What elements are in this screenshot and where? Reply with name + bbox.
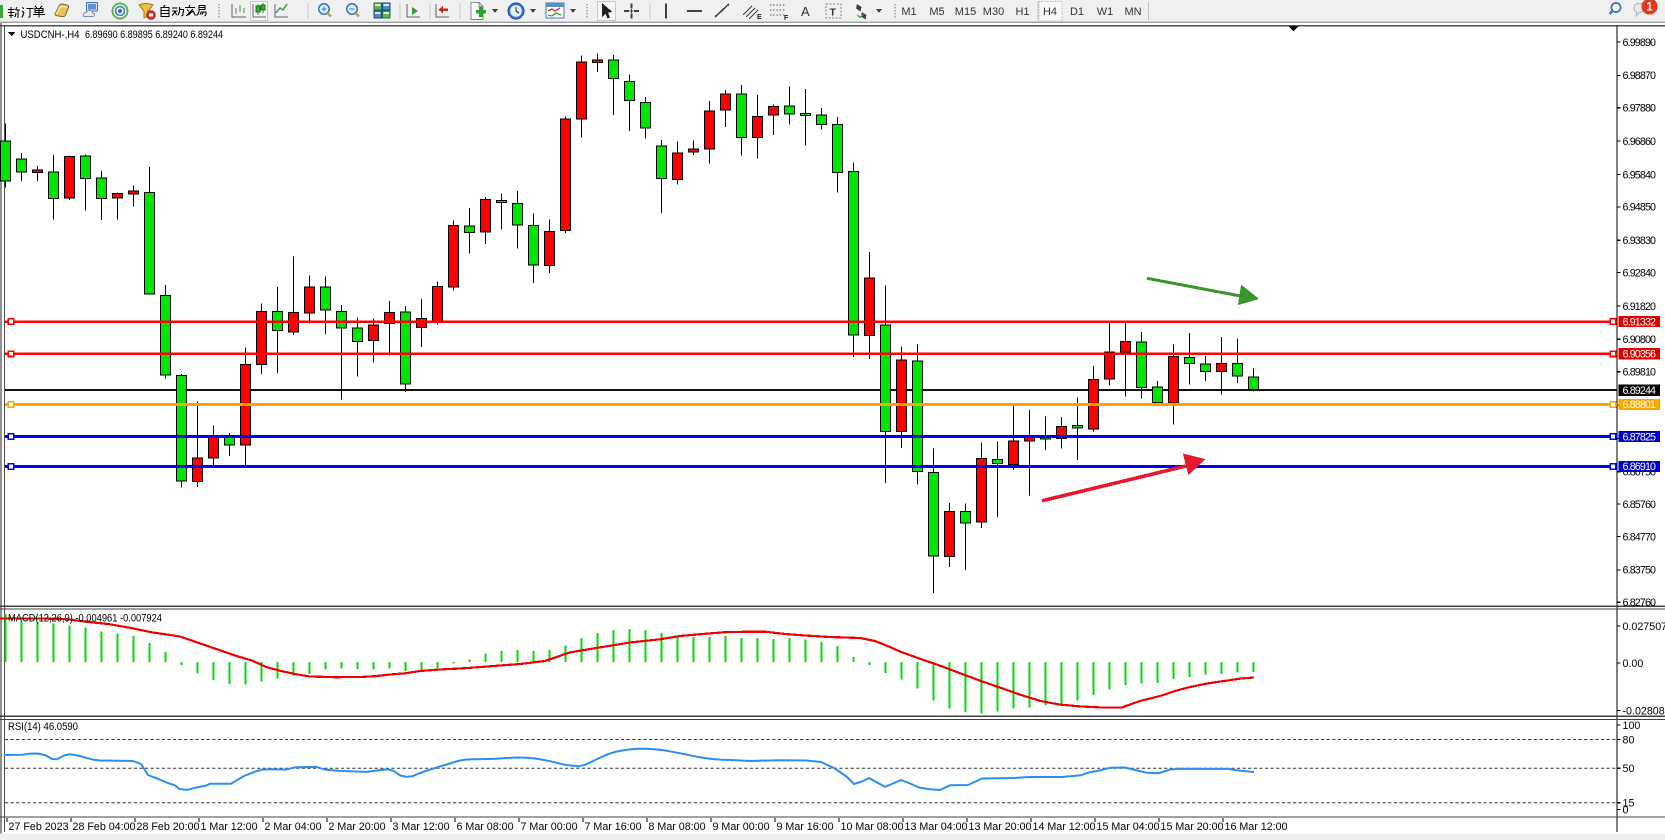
svg-text:F: F (784, 15, 789, 22)
svg-text:28 Feb 04:00: 28 Feb 04:00 (73, 821, 136, 833)
svg-text:6.92840: 6.92840 (1623, 267, 1657, 279)
svg-text:6.91820: 6.91820 (1623, 301, 1657, 313)
svg-text:6.98870: 6.98870 (1623, 70, 1657, 82)
svg-text:M5: M5 (929, 6, 944, 18)
svg-text:6.96860: 6.96860 (1623, 136, 1657, 148)
svg-text:6.89244: 6.89244 (1623, 385, 1657, 397)
svg-text:M30: M30 (983, 6, 1004, 18)
svg-text:50: 50 (1623, 763, 1635, 775)
svg-text:9 Mar 00:00: 9 Mar 00:00 (713, 821, 770, 833)
svg-text:6.93830: 6.93830 (1623, 235, 1657, 247)
svg-text:6.85760: 6.85760 (1623, 499, 1657, 511)
svg-text:E: E (757, 14, 762, 21)
svg-text:15 Mar 04:00: 15 Mar 04:00 (1097, 821, 1160, 833)
svg-text:6.90800: 6.90800 (1623, 334, 1657, 346)
svg-text:1: 1 (1646, 2, 1653, 14)
svg-text:6.89810: 6.89810 (1623, 367, 1657, 379)
svg-text:6.83750: 6.83750 (1623, 565, 1657, 577)
svg-text:6.95840: 6.95840 (1623, 169, 1657, 181)
svg-text:0: 0 (1623, 804, 1629, 816)
svg-text:7 Mar 00:00: 7 Mar 00:00 (521, 821, 578, 833)
svg-text:6.99890: 6.99890 (1623, 37, 1657, 49)
svg-text:80: 80 (1623, 734, 1635, 746)
svg-text:13 Mar 04:00: 13 Mar 04:00 (905, 821, 968, 833)
svg-text:6.88801: 6.88801 (1623, 399, 1657, 411)
svg-text:28 Feb 20:00: 28 Feb 20:00 (137, 821, 200, 833)
svg-text:MACD(12,26,9) -0.004961 -0.007: MACD(12,26,9) -0.004961 -0.007924 (8, 613, 162, 625)
svg-text:15 Mar 20:00: 15 Mar 20:00 (1161, 821, 1224, 833)
svg-text:6.90356: 6.90356 (1623, 349, 1657, 361)
svg-text:H4: H4 (1043, 6, 1057, 18)
svg-text:9 Mar 16:00: 9 Mar 16:00 (777, 821, 834, 833)
svg-text:RSI(14) 46.0590: RSI(14) 46.0590 (8, 721, 78, 733)
svg-text:H1: H1 (1015, 6, 1029, 18)
svg-text:A: A (801, 4, 810, 19)
svg-text:6.84770: 6.84770 (1623, 531, 1657, 543)
svg-text:6.89690 6.89895 6.89240 6.8924: 6.89690 6.89895 6.89240 6.89244 (85, 29, 223, 41)
svg-text:2 Mar 20:00: 2 Mar 20:00 (329, 821, 386, 833)
svg-text:M15: M15 (955, 6, 976, 18)
svg-text:1 Mar 12:00: 1 Mar 12:00 (201, 821, 258, 833)
svg-text:16 Mar 12:00: 16 Mar 12:00 (1225, 821, 1288, 833)
svg-text:6.91332: 6.91332 (1623, 316, 1657, 328)
svg-text:14 Mar 12:00: 14 Mar 12:00 (1033, 821, 1096, 833)
svg-text:6.94850: 6.94850 (1623, 202, 1657, 214)
svg-text:6.97880: 6.97880 (1623, 103, 1657, 115)
svg-text:3 Mar 12:00: 3 Mar 12:00 (393, 821, 450, 833)
svg-text:W1: W1 (1097, 6, 1114, 18)
svg-text:6 Mar 08:00: 6 Mar 08:00 (457, 821, 514, 833)
svg-text:2 Mar 04:00: 2 Mar 04:00 (265, 821, 322, 833)
svg-text:D1: D1 (1070, 6, 1084, 18)
svg-text:15: 15 (1623, 798, 1635, 810)
svg-text:6.86910: 6.86910 (1623, 461, 1657, 473)
svg-text:0.00: 0.00 (1623, 658, 1644, 670)
svg-text:10 Mar 08:00: 10 Mar 08:00 (841, 821, 904, 833)
svg-text:7 Mar 16:00: 7 Mar 16:00 (585, 821, 642, 833)
svg-text:-0.028083: -0.028083 (1623, 705, 1665, 717)
svg-text:6.87825: 6.87825 (1623, 431, 1657, 443)
svg-text:27 Feb 2023: 27 Feb 2023 (9, 821, 69, 833)
svg-text:100: 100 (1623, 720, 1641, 732)
svg-text:13 Mar 20:00: 13 Mar 20:00 (969, 821, 1032, 833)
svg-text:0.027507: 0.027507 (1623, 621, 1665, 633)
svg-text:8 Mar 08:00: 8 Mar 08:00 (649, 821, 706, 833)
svg-text:6.82760: 6.82760 (1623, 597, 1657, 609)
svg-text:USDCNH-,H4: USDCNH-,H4 (21, 29, 80, 41)
svg-text:M1: M1 (901, 6, 916, 18)
svg-text:T: T (830, 7, 837, 19)
svg-text:MN: MN (1124, 6, 1141, 18)
